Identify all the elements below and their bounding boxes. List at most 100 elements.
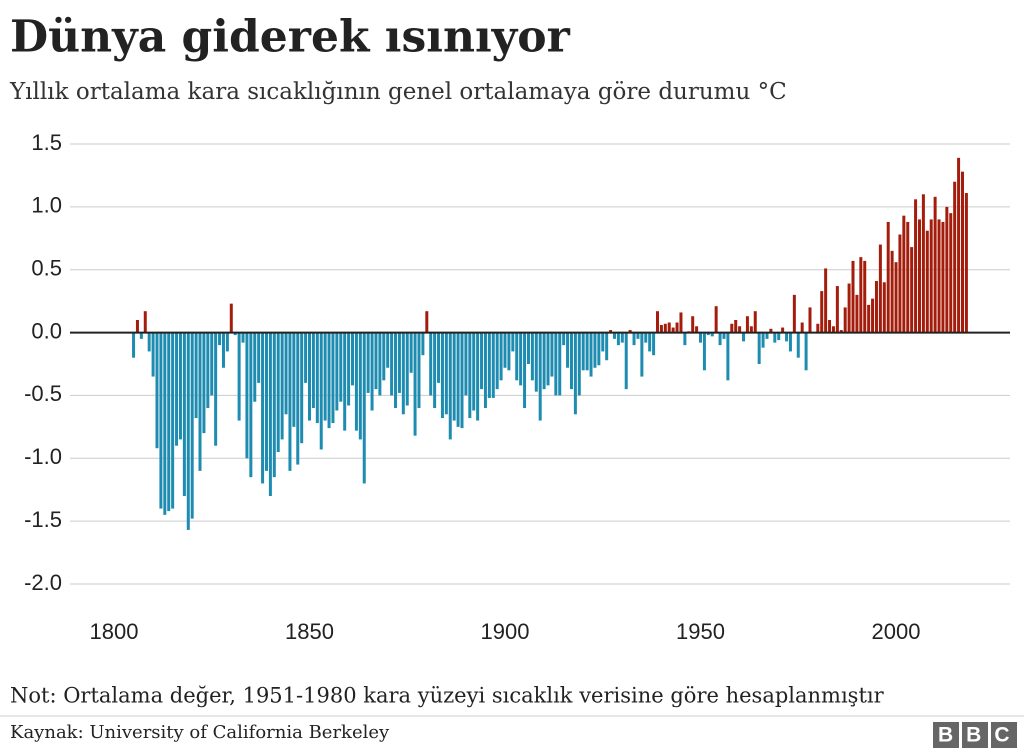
bar — [417, 332, 421, 408]
bar — [468, 332, 472, 419]
y-tick-label: -2.0 — [24, 570, 62, 595]
bar — [182, 332, 186, 496]
y-tick-label: 0.0 — [31, 318, 62, 343]
bar — [925, 230, 929, 333]
bar — [327, 332, 331, 429]
bar — [378, 332, 382, 396]
bar — [839, 330, 843, 333]
bar — [714, 306, 718, 333]
bar — [824, 268, 828, 333]
bar — [190, 332, 194, 519]
bar — [699, 332, 703, 343]
bar — [335, 332, 339, 411]
bar — [472, 332, 476, 411]
bar — [362, 332, 366, 484]
bar — [245, 332, 249, 459]
bar — [874, 281, 878, 333]
y-tick-label: -0.5 — [24, 381, 62, 406]
bar — [878, 244, 882, 333]
bar — [214, 332, 218, 446]
bar — [139, 332, 143, 339]
y-tick-label: -1.0 — [24, 444, 62, 469]
bar — [859, 257, 863, 333]
bar — [882, 282, 886, 333]
bar — [745, 316, 749, 333]
bar — [652, 332, 656, 356]
bar — [663, 323, 667, 333]
bar — [284, 332, 288, 415]
bar — [202, 332, 206, 434]
bar — [937, 219, 941, 333]
bar — [620, 332, 624, 343]
bar — [288, 332, 292, 471]
bar — [612, 332, 616, 339]
bar — [233, 332, 237, 336]
bar — [464, 332, 468, 396]
bar — [499, 332, 503, 381]
bar — [835, 286, 839, 333]
y-tick-label: 0.5 — [31, 256, 62, 281]
bar — [566, 332, 570, 368]
bar — [710, 332, 714, 337]
bar — [503, 332, 507, 368]
bar — [949, 213, 953, 333]
bar — [178, 332, 182, 440]
bar — [354, 332, 358, 431]
bar — [910, 247, 914, 333]
bar — [296, 332, 300, 465]
bar — [390, 332, 394, 396]
bar — [804, 332, 808, 371]
bar — [394, 332, 398, 408]
bar — [280, 332, 284, 440]
bar — [511, 332, 515, 352]
bar — [241, 332, 245, 343]
bar — [276, 332, 280, 452]
bar — [906, 221, 910, 333]
bar — [769, 328, 773, 333]
bar — [151, 332, 155, 377]
bar — [206, 332, 210, 408]
y-tick-label: -1.5 — [24, 507, 62, 532]
bar — [597, 332, 601, 366]
bar — [777, 332, 781, 341]
bar — [429, 332, 433, 396]
bar — [933, 196, 937, 333]
bar — [480, 332, 484, 390]
bar — [753, 311, 757, 333]
bar — [448, 332, 452, 440]
bar — [339, 332, 343, 402]
bar — [413, 332, 417, 436]
bar — [319, 332, 323, 450]
bar — [785, 332, 789, 342]
bar — [624, 332, 628, 390]
bar — [679, 312, 683, 333]
bar — [229, 303, 233, 333]
note: Not: Ortalama değer, 1951-1980 kara yüze… — [10, 684, 885, 708]
bar — [734, 320, 738, 333]
bar — [135, 320, 139, 333]
bar — [765, 332, 769, 339]
bar — [304, 332, 308, 383]
plot: -2.0 -1.5 -1.0 -0.5 0.0 0.5 1.0 1.5 1800 1850 1900… — [24, 130, 1010, 644]
bar — [761, 332, 765, 348]
bar — [538, 332, 542, 421]
bar — [440, 332, 444, 419]
bar — [867, 304, 871, 333]
bar — [456, 332, 460, 427]
bar — [198, 332, 202, 471]
bar — [726, 332, 730, 381]
bar — [636, 332, 640, 339]
bar — [828, 320, 832, 333]
bar — [526, 332, 530, 364]
bar — [577, 332, 581, 396]
bar — [781, 327, 785, 333]
bar — [675, 322, 679, 333]
bar — [210, 332, 214, 396]
bar — [562, 332, 566, 346]
bar — [702, 332, 706, 371]
y-tick-label: 1.5 — [31, 130, 62, 155]
bar — [460, 332, 464, 429]
bar — [542, 332, 546, 390]
x-tick-label: 1800 — [90, 619, 139, 644]
bar — [953, 181, 957, 333]
